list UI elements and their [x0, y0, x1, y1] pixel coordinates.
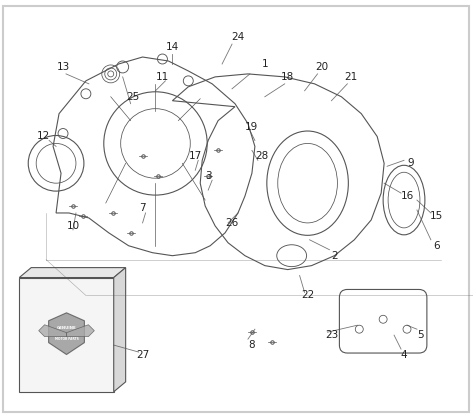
Text: 6: 6: [434, 241, 440, 251]
Text: GENUINE: GENUINE: [57, 326, 76, 330]
Text: 5: 5: [418, 330, 424, 340]
FancyBboxPatch shape: [19, 278, 114, 392]
Text: 11: 11: [156, 72, 169, 82]
Text: 12: 12: [36, 132, 50, 141]
Polygon shape: [66, 325, 94, 336]
Polygon shape: [49, 313, 84, 354]
Text: 18: 18: [281, 72, 294, 82]
Text: 23: 23: [325, 330, 338, 340]
Text: 9: 9: [408, 158, 414, 168]
Text: 2: 2: [331, 251, 338, 261]
Text: 26: 26: [226, 218, 238, 228]
Text: 3: 3: [205, 171, 211, 181]
Text: 14: 14: [166, 42, 179, 52]
Polygon shape: [114, 268, 126, 392]
Text: 28: 28: [255, 151, 268, 161]
Text: 17: 17: [189, 151, 202, 161]
Text: 27: 27: [136, 350, 149, 360]
Text: 16: 16: [401, 191, 414, 201]
Text: MOTOR PARTS: MOTOR PARTS: [55, 336, 78, 341]
Text: 22: 22: [301, 291, 314, 301]
Text: 15: 15: [430, 211, 444, 221]
Text: 7: 7: [139, 203, 146, 213]
Polygon shape: [39, 325, 66, 336]
Text: 10: 10: [66, 221, 80, 231]
Text: 21: 21: [345, 72, 358, 82]
Text: 20: 20: [315, 62, 328, 72]
Text: 13: 13: [56, 62, 70, 72]
Text: 8: 8: [248, 340, 255, 350]
Text: 1: 1: [262, 59, 268, 69]
Polygon shape: [19, 268, 126, 278]
Text: 25: 25: [126, 92, 139, 102]
Text: 19: 19: [245, 122, 258, 132]
Text: 24: 24: [231, 32, 245, 42]
Text: 4: 4: [401, 350, 407, 360]
